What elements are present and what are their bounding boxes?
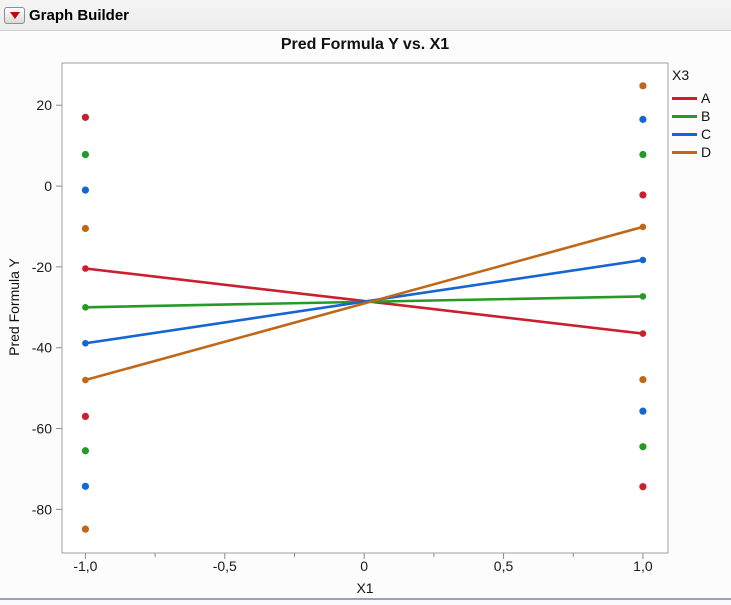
y-tick-label[interactable]: -40 — [32, 340, 52, 356]
legend-swatch-A — [672, 96, 697, 100]
legend-label: A — [701, 90, 711, 106]
x-tick-label[interactable]: 1,0 — [633, 558, 653, 574]
red-triangle-icon — [9, 11, 20, 19]
x-tick-label[interactable]: 0,5 — [494, 558, 514, 574]
legend-swatch-D — [672, 150, 697, 154]
legend-label: B — [701, 108, 711, 124]
data-point-B[interactable] — [81, 447, 90, 455]
plot-frame[interactable] — [61, 62, 669, 554]
data-point-D[interactable] — [639, 376, 647, 384]
legend-item-D[interactable]: D — [672, 143, 711, 161]
plot-canvas[interactable]: 20 0 -20 -40 -60 -80 -1,0 -0,5 0 0,5 1,0 — [0, 31, 731, 598]
data-point-C[interactable] — [81, 482, 90, 490]
x-tick-label[interactable]: -1,0 — [73, 558, 97, 574]
y-tick-label[interactable]: 20 — [36, 97, 52, 113]
data-point-D[interactable] — [81, 224, 90, 233]
data-point-A[interactable] — [81, 412, 90, 421]
data-point-A[interactable] — [639, 191, 647, 199]
legend-swatch-B — [672, 114, 697, 118]
line-endpoint-A — [82, 265, 89, 272]
y-tick-label[interactable]: -80 — [32, 501, 52, 517]
y-tick-label[interactable]: -60 — [32, 420, 52, 436]
line-endpoint-C — [82, 339, 89, 347]
data-point-C[interactable] — [639, 115, 647, 123]
x-tick-label[interactable]: -0,5 — [213, 558, 237, 574]
data-point-C[interactable] — [639, 407, 647, 415]
line-endpoint-A — [639, 330, 647, 337]
y-tick-label[interactable]: -20 — [32, 259, 52, 275]
window-bottom-border — [0, 598, 731, 600]
chart-title: Pred Formula Y vs. X1 — [280, 36, 450, 53]
legend-label: C — [701, 126, 712, 142]
data-point-D[interactable] — [639, 82, 647, 90]
chart-area: Pred Formula Y vs. X1 Pred Formula Y X1 … — [0, 31, 731, 598]
legend-swatch-C — [672, 132, 697, 136]
line-endpoint-D — [639, 223, 647, 231]
line-endpoint-C — [639, 256, 647, 264]
data-point-A[interactable] — [639, 483, 647, 491]
fit-line-D — [84, 225, 645, 382]
line-endpoint-B — [639, 293, 647, 300]
line-endpoint-D — [82, 376, 89, 384]
data-point-A[interactable] — [81, 113, 90, 121]
y-tick-label[interactable]: 0 — [44, 178, 52, 194]
data-point-C[interactable] — [81, 186, 90, 194]
legend-item-A[interactable]: A — [672, 89, 711, 107]
data-point-B[interactable] — [81, 150, 90, 159]
report-header: Graph Builder — [0, 0, 731, 31]
x-axis-label[interactable]: X1 — [356, 580, 374, 596]
legend-item-C[interactable]: C — [672, 125, 711, 143]
data-point-B[interactable] — [639, 150, 647, 159]
legend-item-B[interactable]: B — [672, 107, 711, 125]
report-title: Graph Builder — [29, 6, 130, 24]
fit-line-C — [84, 258, 645, 345]
data-point-B[interactable] — [639, 443, 647, 451]
legend-label: D — [701, 144, 712, 160]
line-endpoint-B — [82, 303, 89, 311]
x-tick-label[interactable]: 0 — [360, 558, 368, 574]
disclosure-menu-button[interactable] — [4, 6, 25, 24]
legend-title: X3 — [672, 67, 690, 83]
data-point-D[interactable] — [81, 525, 90, 533]
